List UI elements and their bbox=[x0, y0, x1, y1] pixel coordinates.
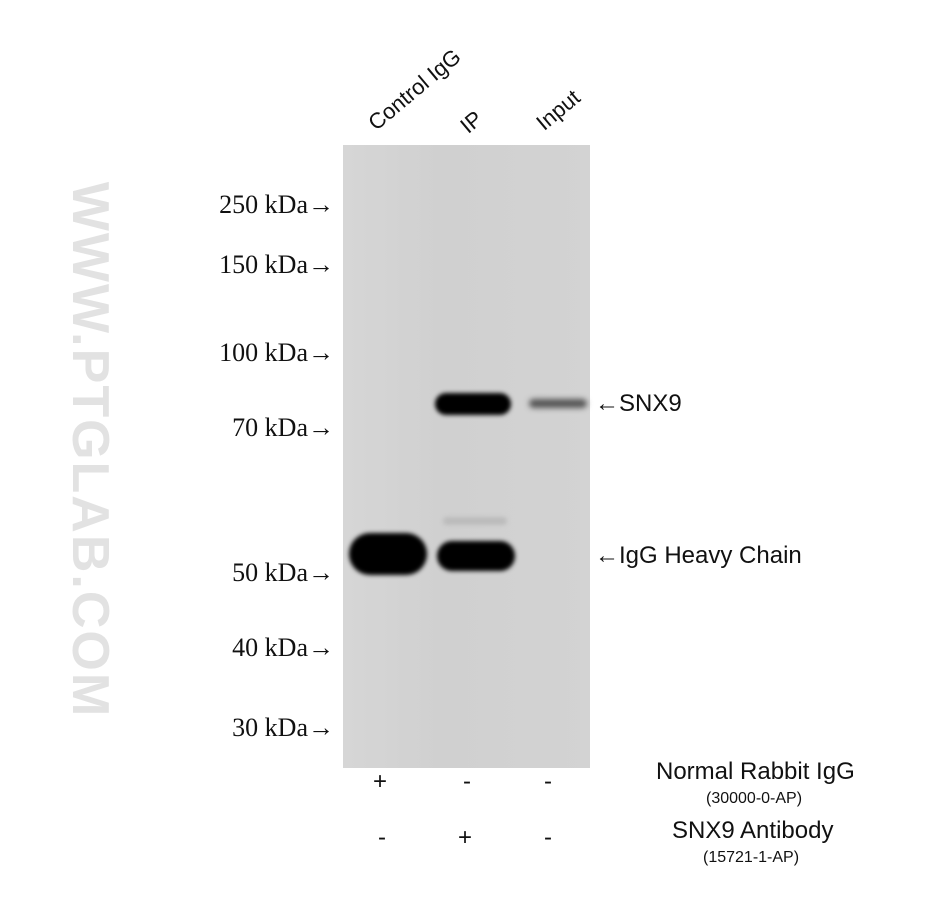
row2-reagent: SNX9 Antibody bbox=[672, 817, 834, 844]
sign-row1-lane2: - bbox=[463, 768, 471, 795]
band-ip-faint bbox=[443, 517, 507, 525]
row1-reagent: Normal Rabbit IgG bbox=[656, 758, 855, 785]
marker-30: 30 kDa→ bbox=[232, 713, 334, 742]
marker-100: 100 kDa→ bbox=[219, 338, 334, 367]
lane-label-ip: IP bbox=[455, 105, 488, 139]
sign-row2-lane3: - bbox=[544, 824, 552, 851]
band-ip-igg-heavy bbox=[437, 541, 515, 571]
watermark: WWW.PTGLAB.COM bbox=[61, 181, 119, 719]
marker-150: 150 kDa→ bbox=[219, 250, 334, 279]
band-label-igg-heavy-chain: ←IgG Heavy Chain bbox=[595, 542, 802, 569]
blot-image bbox=[343, 145, 590, 768]
band-ip-snx9 bbox=[435, 393, 511, 415]
marker-250: 250 kDa→ bbox=[219, 190, 334, 219]
marker-70: 70 kDa→ bbox=[232, 413, 334, 442]
marker-50: 50 kDa→ bbox=[232, 558, 334, 587]
sign-row1-lane1: + bbox=[373, 768, 388, 795]
lane-label-input: Input bbox=[531, 84, 585, 136]
sign-row2-lane1: - bbox=[378, 824, 386, 851]
row1-catalog: (30000-0-AP) bbox=[706, 790, 803, 807]
marker-40: 40 kDa→ bbox=[232, 633, 334, 662]
sign-row1-lane3: - bbox=[544, 768, 552, 795]
band-label-snx9: ←SNX9 bbox=[595, 390, 682, 417]
sign-row2-lane2: + bbox=[458, 824, 473, 851]
lane-label-control-igg: Control IgG bbox=[363, 43, 466, 136]
band-control-igg-heavy bbox=[349, 533, 427, 575]
row2-catalog: (15721-1-AP) bbox=[703, 849, 800, 866]
band-input-snx9 bbox=[529, 399, 587, 408]
